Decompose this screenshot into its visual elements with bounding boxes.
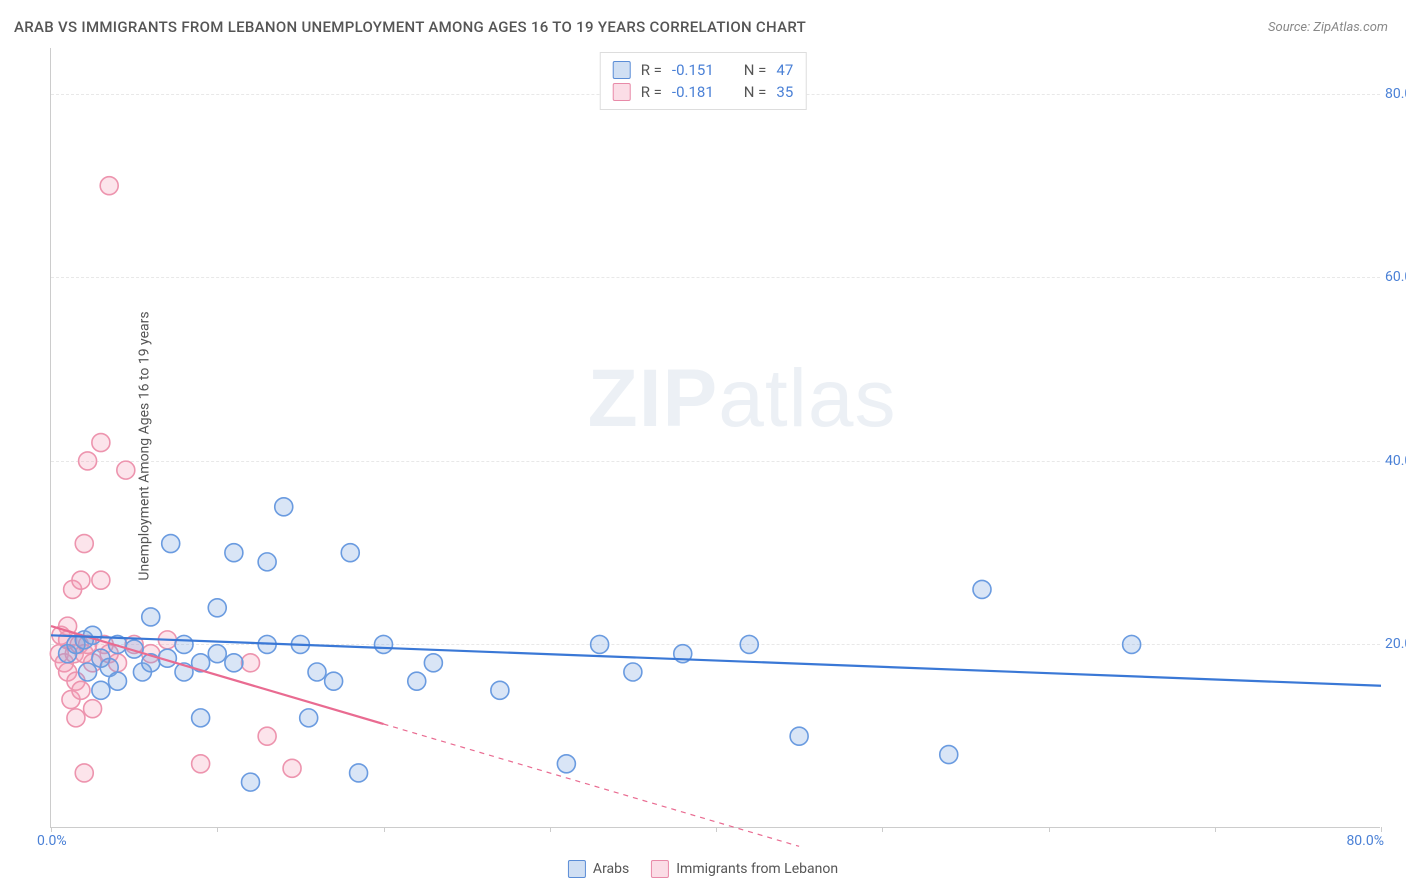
x-tick-mark [384,827,385,832]
r-value: -0.181 [672,83,714,101]
data-point [208,599,226,617]
data-point [109,672,127,690]
data-point [350,764,368,782]
data-point [84,626,102,644]
data-point [940,746,958,764]
data-point [308,663,326,681]
data-point [208,645,226,663]
x-tick-min: 0.0% [37,833,67,849]
chart-container: ARAB VS IMMIGRANTS FROM LEBANON UNEMPLOY… [0,0,1406,892]
data-point [624,663,642,681]
data-point [75,535,93,553]
x-tick-mark [1215,827,1216,832]
data-point [72,571,90,589]
data-point [192,709,210,727]
data-point [424,654,442,672]
x-tick-mark [550,827,551,832]
series-legend: Arabs Immigrants from Lebanon [568,860,838,878]
x-tick-mark [217,827,218,832]
data-point [740,635,758,653]
source-attribution: Source: ZipAtlas.com [1268,20,1388,35]
data-point [79,663,97,681]
data-point [1123,635,1141,653]
data-point [192,755,210,773]
x-tick-mark [882,827,883,832]
data-point [258,553,276,571]
x-tick-mark [716,827,717,832]
data-point [283,759,301,777]
x-tick-max: 80.0% [1346,833,1384,849]
data-point [258,727,276,745]
chart-title: ARAB VS IMMIGRANTS FROM LEBANON UNEMPLOY… [14,18,806,36]
x-tick-mark [1049,827,1050,832]
data-point [242,654,260,672]
data-point [92,681,110,699]
data-point [75,764,93,782]
data-point [790,727,808,745]
data-point [491,681,509,699]
data-point [300,709,318,727]
data-point [591,635,609,653]
data-point [242,773,260,791]
data-point [275,498,293,516]
data-point [341,544,359,562]
scatter-svg [51,48,1380,827]
swatch-icon [613,61,631,79]
x-tick-mark [51,827,52,832]
data-point [72,681,90,699]
data-point [92,571,110,589]
data-point [162,535,180,553]
data-point [67,709,85,727]
plot-area: ZIPatlas 20.0%40.0%60.0%80.0% 0.0% 80.0% [50,48,1380,828]
swatch-icon [568,860,586,878]
data-point [92,434,110,452]
legend-item-lebanon: Immigrants from Lebanon [651,860,838,878]
data-point [225,544,243,562]
data-point [175,635,193,653]
data-point [973,580,991,598]
correlation-legend: R = -0.151 N = 47 R = -0.181 N = 35 [600,52,807,110]
y-tick-label: 40.0% [1385,453,1406,469]
data-point [79,452,97,470]
data-point [375,635,393,653]
x-tick-mark [1381,827,1382,832]
y-tick-label: 60.0% [1385,269,1406,285]
data-point [557,755,575,773]
legend-item-arabs: Arabs [568,860,629,878]
data-point [325,672,343,690]
data-point [117,461,135,479]
trend-line [384,724,800,846]
data-point [225,654,243,672]
data-point [100,177,118,195]
n-value: 35 [776,83,793,101]
swatch-icon [613,83,631,101]
legend-row-arabs: R = -0.151 N = 47 [613,59,794,81]
data-point [408,672,426,690]
swatch-icon [651,860,669,878]
data-point [84,700,102,718]
legend-row-lebanon: R = -0.181 N = 35 [613,81,794,103]
n-value: 47 [776,61,793,79]
r-value: -0.151 [672,61,714,79]
y-tick-label: 20.0% [1385,636,1406,652]
data-point [142,608,160,626]
y-tick-label: 80.0% [1385,86,1406,102]
